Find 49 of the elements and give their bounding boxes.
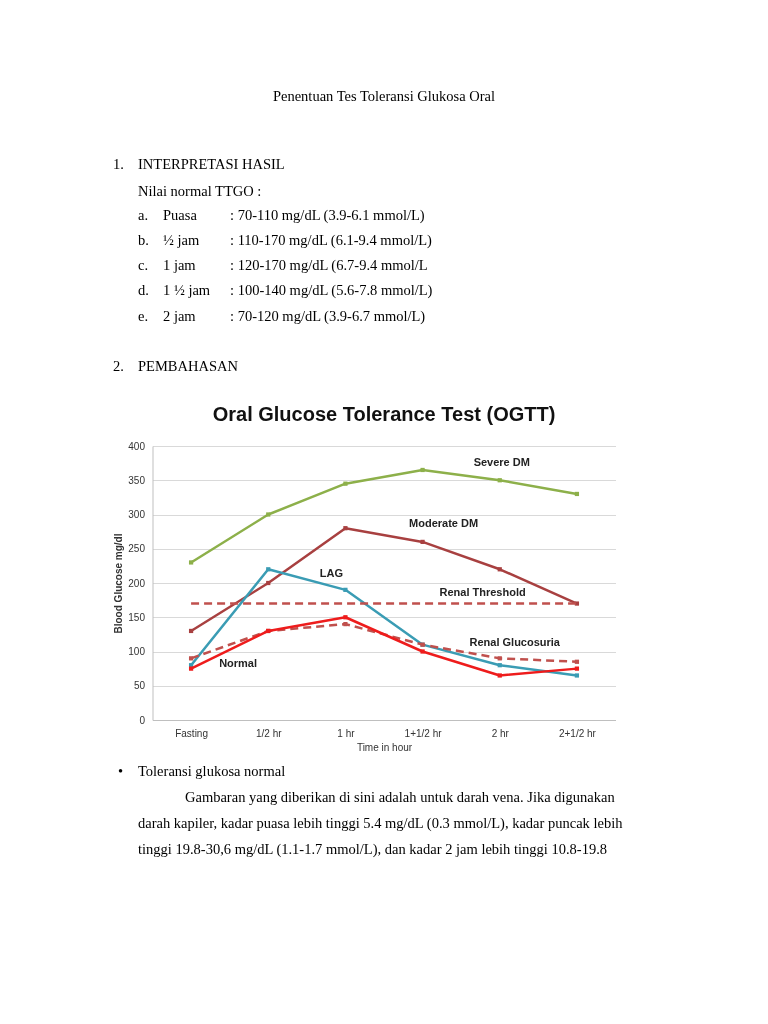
point [343, 587, 348, 592]
point [420, 649, 425, 654]
x-tick-label: 1/2 hr [255, 727, 283, 739]
point [574, 673, 580, 678]
y-axis-title: Blood Glucose mg/dl [113, 533, 125, 634]
x-tick-label: 2 hr [491, 727, 510, 739]
point [188, 560, 194, 565]
text: 1. INTERPRETASI HASIL [113, 156, 285, 172]
series-label: Renal Threshold [439, 585, 526, 598]
text: d. 1 ½ jam : 100-140 mg/dL (5.6-7.8 mmol/L) [138, 282, 433, 298]
y-tick-label: 350 [128, 474, 146, 486]
x-tick-label: Fasting [175, 727, 208, 739]
text: Gambaran yang diberikan di sini adalah untuk darah vena. Jika digunakan [185, 789, 616, 805]
series-label: Severe DM [473, 456, 530, 469]
point [343, 615, 348, 620]
x-tick-label: 1 hr [337, 727, 356, 739]
point [420, 539, 425, 545]
point [497, 673, 502, 678]
x-tick-label: 1+1/2 hr [404, 727, 443, 739]
point [343, 526, 348, 531]
series-label: LAG [319, 566, 344, 579]
point [343, 621, 348, 627]
chart-title: Oral Glucose Tolerance Test (OGTT) [212, 403, 556, 425]
text: tinggi 19.8-30,6 mg/dL (1.1-1.7 mmol/L), dan kadar 2 jam lebih tinggi 10.8-19.8 [138, 841, 608, 858]
series-label: Normal [219, 656, 258, 669]
text: 2. PEMBAHASAN [113, 358, 239, 374]
y-tick-label: 200 [128, 577, 146, 589]
series-label: Renal Glucosuria [469, 636, 561, 649]
point [266, 512, 271, 517]
text: Nilai normal TTGO : [138, 183, 262, 199]
x-axis-title: Time in hour [356, 741, 413, 753]
text: darah kapiler, kadar puasa lebih tinggi 5.4 mg/dL (0.3 mmol/L), kadar puncak lebih [138, 815, 624, 832]
y-tick-label: 100 [128, 646, 146, 657]
text: a. Puasa : 70-110 mg/dL (3.9-6.1 mmol/L) [138, 207, 425, 223]
y-tick-label: 50 [133, 680, 146, 692]
text: e. 2 jam : 70-120 mg/dL (3.9-6.7 mmol/L) [138, 308, 426, 324]
y-tick-label: 300 [128, 509, 146, 520]
point [420, 467, 425, 473]
y-tick-label: 0 [139, 714, 146, 726]
series-label: Moderate DM [409, 516, 479, 529]
x-tick-label: 2+1/2 hr [558, 727, 597, 739]
text: • Toleransi glukosa normal [118, 763, 286, 779]
text: c. 1 jam : 120-170 mg/dL (6.7-9.4 mmol/L [138, 257, 428, 273]
y-tick-label: 150 [128, 611, 146, 623]
y-tick-label: 400 [128, 440, 146, 452]
y-tick-label: 250 [128, 543, 146, 555]
point [343, 481, 348, 486]
text: b. ½ jam : 110-170 mg/dL (6.1-9.4 mmol/L) [138, 232, 432, 248]
text: Penentuan Tes Toleransi Glukosa Oral [272, 88, 496, 104]
